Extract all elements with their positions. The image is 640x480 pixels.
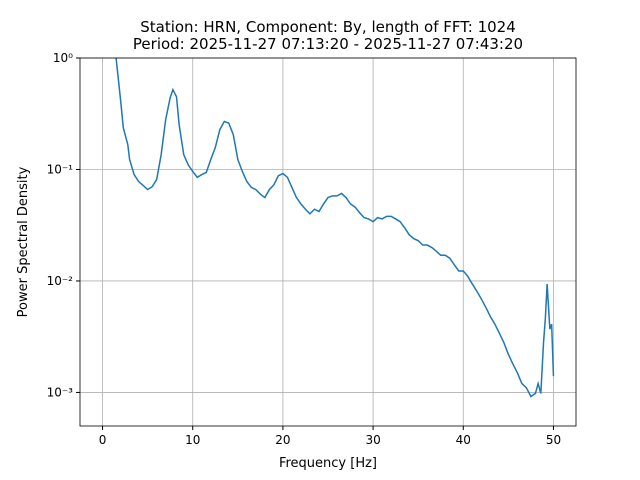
x-tick-label: 30	[365, 433, 380, 447]
y-tick-label: 10⁻²	[47, 274, 74, 288]
y-tick-label: 10⁰	[53, 51, 73, 65]
chart-title: Station: HRN, Component: By, length of F…	[140, 18, 516, 36]
x-tick-label: 0	[99, 433, 107, 447]
x-tick-label: 10	[185, 433, 200, 447]
y-tick-label: 10⁻¹	[47, 162, 74, 176]
x-tick-label: 20	[275, 433, 290, 447]
y-axis-label: Power Spectral Density	[16, 166, 31, 317]
x-axis-label: Frequency [Hz]	[279, 456, 377, 471]
x-tick-label: 40	[456, 433, 471, 447]
chart-subtitle: Period: 2025-11-27 07:13:20 - 2025-11-27…	[133, 35, 523, 53]
plot-frame	[79, 57, 577, 427]
psd-line	[115, 58, 555, 398]
x-tick-label: 50	[546, 433, 561, 447]
y-tick-label: 10⁻³	[47, 385, 74, 399]
